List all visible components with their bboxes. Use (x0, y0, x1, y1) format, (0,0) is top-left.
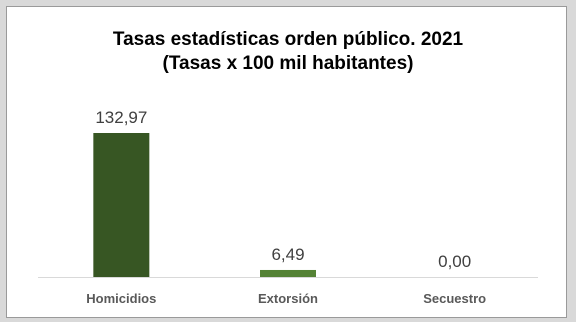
chart-title: Tasas estadísticas orden público. 2021 (112, 29, 464, 50)
bar-extorsion (260, 269, 316, 277)
chart-subtitle: (Tasas x 100 mil habitantes) (162, 53, 414, 74)
bar-homicidios (93, 133, 150, 277)
x-tick-label: Extorsión (258, 291, 318, 306)
chart-title-block: Tasas estadísticas orden público. 2021 (… (0, 28, 576, 76)
data-label: 6,49 (271, 245, 304, 264)
x-tick-label: Secuestro (423, 291, 486, 306)
x-tick-label: Homicidios (86, 291, 156, 306)
data-label: 0,00 (438, 252, 471, 271)
data-label: 132,97 (95, 108, 147, 127)
